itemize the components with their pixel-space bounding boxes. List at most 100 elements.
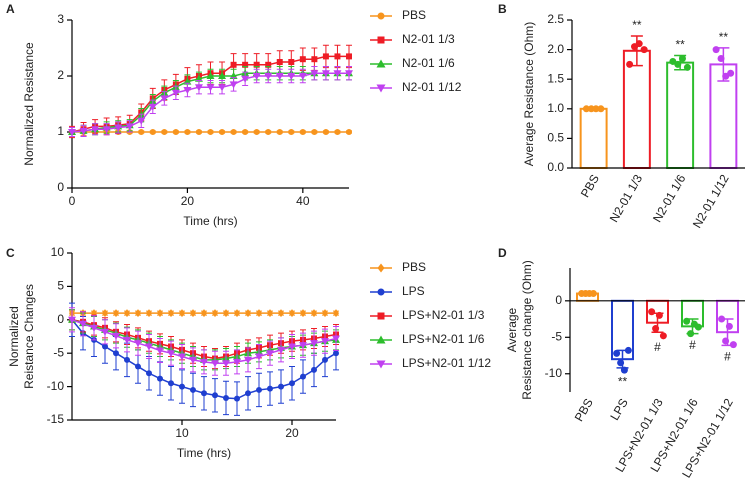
panel-label: D <box>498 246 507 260</box>
marker <box>134 340 142 348</box>
marker <box>299 342 307 350</box>
data-point <box>620 366 628 374</box>
y-tick-label: 0 <box>57 180 64 194</box>
marker <box>113 350 119 357</box>
legend-label: PBS <box>402 8 426 22</box>
y-axis-title: Normalized Resistance <box>22 42 36 166</box>
marker <box>278 309 284 318</box>
series <box>68 65 353 137</box>
marker <box>137 117 146 125</box>
marker <box>189 356 197 364</box>
marker <box>161 129 168 135</box>
y-tick-label: 5 <box>57 279 64 293</box>
marker <box>194 84 203 92</box>
marker <box>245 390 251 397</box>
y-axis-title: Reistance Changes <box>22 284 36 389</box>
data-point <box>635 40 643 48</box>
marker <box>102 343 108 350</box>
marker <box>322 129 329 135</box>
marker <box>206 84 215 92</box>
data-point <box>727 69 735 77</box>
x-tick-label: 20 <box>181 194 195 208</box>
data-point <box>592 105 600 113</box>
marker <box>298 73 307 80</box>
marker <box>299 56 306 63</box>
marker <box>212 309 218 318</box>
y-tick-label: 2.5 <box>547 12 564 26</box>
y-axis-title: Normalized <box>7 306 21 367</box>
data-point <box>683 317 691 325</box>
marker <box>101 328 109 336</box>
marker <box>211 360 219 368</box>
marker <box>321 338 329 346</box>
marker <box>102 309 108 318</box>
marker <box>276 129 283 135</box>
y-tick-label: 2.0 <box>547 42 564 56</box>
data-point <box>589 290 597 298</box>
marker <box>218 72 227 79</box>
marker <box>252 73 261 80</box>
marker <box>333 309 339 318</box>
marker <box>244 356 252 364</box>
marker <box>311 309 317 318</box>
marker <box>167 350 175 358</box>
bar <box>579 107 608 170</box>
marker <box>287 73 296 80</box>
y-tick-label: -10 <box>47 379 65 393</box>
marker <box>172 129 179 135</box>
legend-marker <box>376 84 386 93</box>
marker <box>219 129 226 135</box>
y-tick-label: 1.5 <box>547 71 564 85</box>
marker <box>156 347 164 355</box>
marker <box>299 129 306 135</box>
x-tick-label: N2-01 1/6 <box>650 172 689 225</box>
marker <box>345 70 353 78</box>
legend-marker <box>377 288 385 296</box>
y-tick-label: 10 <box>51 245 65 259</box>
y-tick-label: -5 <box>53 345 64 359</box>
marker <box>200 358 208 366</box>
y-tick-label: -10 <box>545 366 563 380</box>
data-point <box>582 105 590 113</box>
y-tick-label: 0.0 <box>547 160 564 174</box>
marker <box>157 375 163 382</box>
data-point <box>712 46 720 54</box>
data-point <box>718 315 726 323</box>
marker <box>322 356 328 363</box>
y-tick-label: -5 <box>551 329 562 343</box>
marker <box>332 335 340 343</box>
y-axis-title: Average <box>505 307 519 352</box>
marker <box>334 129 341 135</box>
data-point <box>674 60 682 68</box>
marker <box>124 356 130 363</box>
legend-label: LPS+N2-01 1/6 <box>402 332 485 346</box>
data-point <box>648 308 656 316</box>
marker <box>68 316 76 324</box>
legend-label: N2-01 1/12 <box>402 80 462 94</box>
marker <box>289 309 295 318</box>
marker <box>195 129 202 135</box>
marker <box>102 126 111 134</box>
legend-marker <box>377 36 385 44</box>
legend-marker <box>376 335 386 344</box>
bar <box>666 61 695 169</box>
marker <box>184 129 191 135</box>
data-point <box>613 349 621 357</box>
marker <box>201 309 207 318</box>
legend-label: PBS <box>402 260 426 274</box>
data-point <box>617 359 625 367</box>
marker <box>264 73 273 80</box>
marker <box>333 70 342 78</box>
data-point <box>626 60 634 68</box>
legend-marker <box>377 12 385 20</box>
marker <box>265 129 272 135</box>
legend-label: LPS <box>402 284 425 298</box>
marker <box>190 386 196 393</box>
legend-marker <box>377 263 385 273</box>
data-point <box>624 346 632 354</box>
marker <box>288 59 295 65</box>
marker <box>311 366 317 373</box>
marker <box>234 309 240 318</box>
x-tick-label: LPS <box>607 396 630 423</box>
